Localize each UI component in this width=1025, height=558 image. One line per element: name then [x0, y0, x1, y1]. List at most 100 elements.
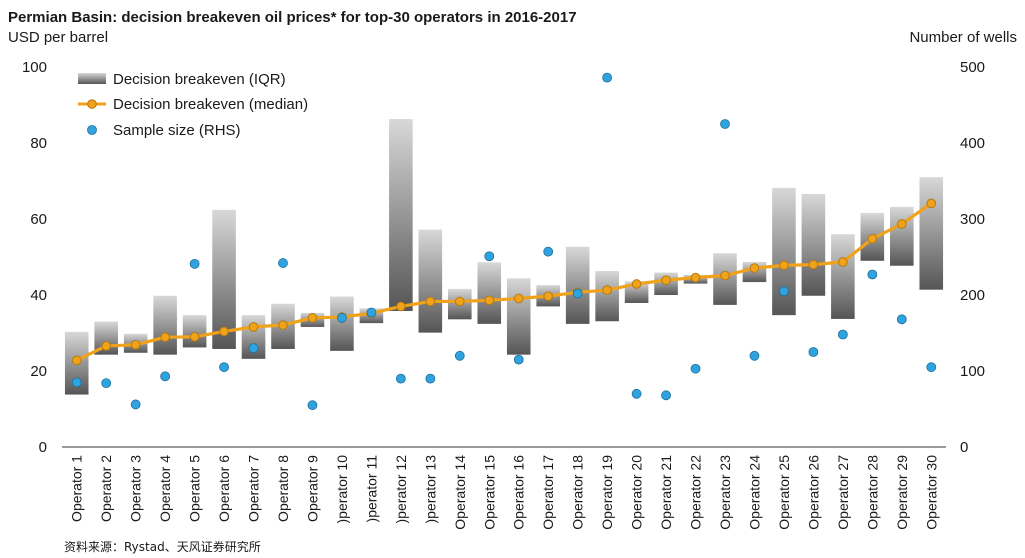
category-label: Operator 22	[688, 455, 704, 530]
sample-size-point	[219, 362, 229, 373]
sample-size-point	[661, 390, 671, 401]
legend: Decision breakeven (IQR) Decision breake…	[78, 71, 308, 139]
iqr-bar	[418, 229, 443, 333]
category-label: Operator 1	[69, 455, 85, 522]
y2-tick-label: 500	[960, 59, 985, 76]
iqr-bar	[565, 246, 590, 324]
axes: 0 20 40 60 80 100 0 100 200 300 400 500	[22, 59, 985, 456]
median-point	[101, 341, 111, 351]
median-point	[160, 332, 170, 342]
median-point	[602, 285, 612, 295]
category-label: Operator 24	[746, 455, 762, 530]
iqr-bar	[182, 315, 207, 348]
category-label: Operator 5	[187, 455, 203, 522]
category-label: Operator 8	[275, 455, 291, 522]
y-tick-label: 80	[30, 135, 47, 152]
sample-size-point	[926, 362, 937, 373]
category-label: Operator 30	[923, 455, 939, 530]
iqr-bar	[330, 296, 354, 351]
category-label: Operator 2	[98, 455, 114, 522]
sample-size-point	[307, 400, 318, 411]
legend-median-marker	[87, 99, 97, 109]
category-label: Operator 26	[805, 455, 821, 530]
sample-size-point	[896, 314, 907, 325]
sample-size-point	[395, 373, 406, 384]
sample-size-point	[454, 350, 465, 361]
category-label: )perator 11	[363, 455, 379, 523]
category-label: Operator 17	[540, 455, 556, 530]
legend-sample-label: Sample size (RHS)	[113, 122, 241, 139]
sample-size-point	[189, 258, 200, 269]
y2-tick-label: 100	[960, 363, 985, 380]
category-label: Operator 23	[717, 455, 733, 530]
iqr-bar	[153, 295, 177, 355]
sample-size-point	[749, 350, 760, 361]
y-tick-label: 20	[30, 363, 47, 380]
legend-iqr-label: Decision breakeven (IQR)	[113, 71, 286, 88]
sample-size-point	[484, 251, 495, 262]
iqr-bar	[212, 209, 236, 349]
median-point	[189, 332, 200, 342]
sample-size-point	[366, 307, 377, 318]
median-point	[513, 293, 524, 304]
category-label: Operator 3	[128, 455, 144, 522]
sample-size-point	[71, 377, 82, 388]
median-point	[926, 198, 937, 209]
category-label: Operator 25	[776, 455, 792, 530]
y2-tick-label: 400	[960, 135, 985, 152]
category-label: Operator 16	[511, 455, 527, 530]
sample-size-point	[425, 373, 436, 384]
median-point	[543, 291, 554, 301]
sample-size-point	[543, 246, 554, 257]
category-label: Operator 15	[481, 455, 497, 530]
median-point	[720, 270, 730, 281]
category-label: Operator 27	[835, 455, 851, 530]
sample-size-point	[602, 72, 613, 83]
median-point	[455, 296, 465, 307]
category-label: Operator 28	[864, 455, 880, 530]
category-label: Operator 6	[216, 455, 232, 522]
category-label: Operator 9	[304, 455, 320, 522]
y-axis-label: USD per barrel	[8, 29, 108, 46]
sample-size-point	[631, 388, 642, 399]
iqr-bar	[389, 119, 413, 311]
sample-size-point	[160, 371, 171, 382]
median-point	[425, 296, 436, 307]
category-label: Operator 7	[246, 455, 262, 522]
iqr-bar	[595, 271, 619, 322]
sample-size-point	[278, 258, 288, 268]
median-point	[631, 279, 642, 289]
median-point	[396, 301, 406, 312]
chart-title: Permian Basin: decision breakeven oil pr…	[8, 9, 577, 26]
median-point	[278, 320, 288, 330]
median-line	[76, 202, 933, 362]
source-note: 资料来源：Rystad、天风证券研究所	[64, 539, 261, 554]
iqr-bar	[801, 193, 826, 296]
iqr-bar	[506, 278, 531, 355]
y-tick-label: 40	[30, 287, 47, 304]
median-point	[749, 263, 760, 273]
median-point	[838, 257, 848, 267]
category-label: Operator 14	[452, 455, 468, 530]
category-label: )perator 10	[334, 455, 350, 524]
sample-size-point	[248, 343, 259, 354]
sample-size-point	[779, 286, 789, 297]
sample-size-point	[572, 288, 583, 299]
sample-size-series	[71, 72, 937, 411]
sample-size-point	[837, 329, 848, 340]
y2-axis-label: Number of wells	[909, 29, 1017, 46]
median-point	[307, 313, 318, 323]
median-point	[219, 326, 229, 337]
median-point	[248, 322, 259, 332]
iqr-bar	[772, 187, 796, 316]
median-point	[779, 260, 789, 271]
category-label: Operator 19	[599, 455, 615, 530]
median-point	[661, 275, 671, 285]
iqr-bar	[477, 262, 502, 324]
legend-median-label: Decision breakeven (median)	[113, 96, 308, 113]
sample-size-point	[690, 363, 701, 374]
category-label: Operator 20	[629, 455, 645, 530]
sample-size-point	[720, 119, 730, 129]
median-point	[484, 295, 495, 306]
y2-tick-label: 200	[960, 287, 985, 304]
